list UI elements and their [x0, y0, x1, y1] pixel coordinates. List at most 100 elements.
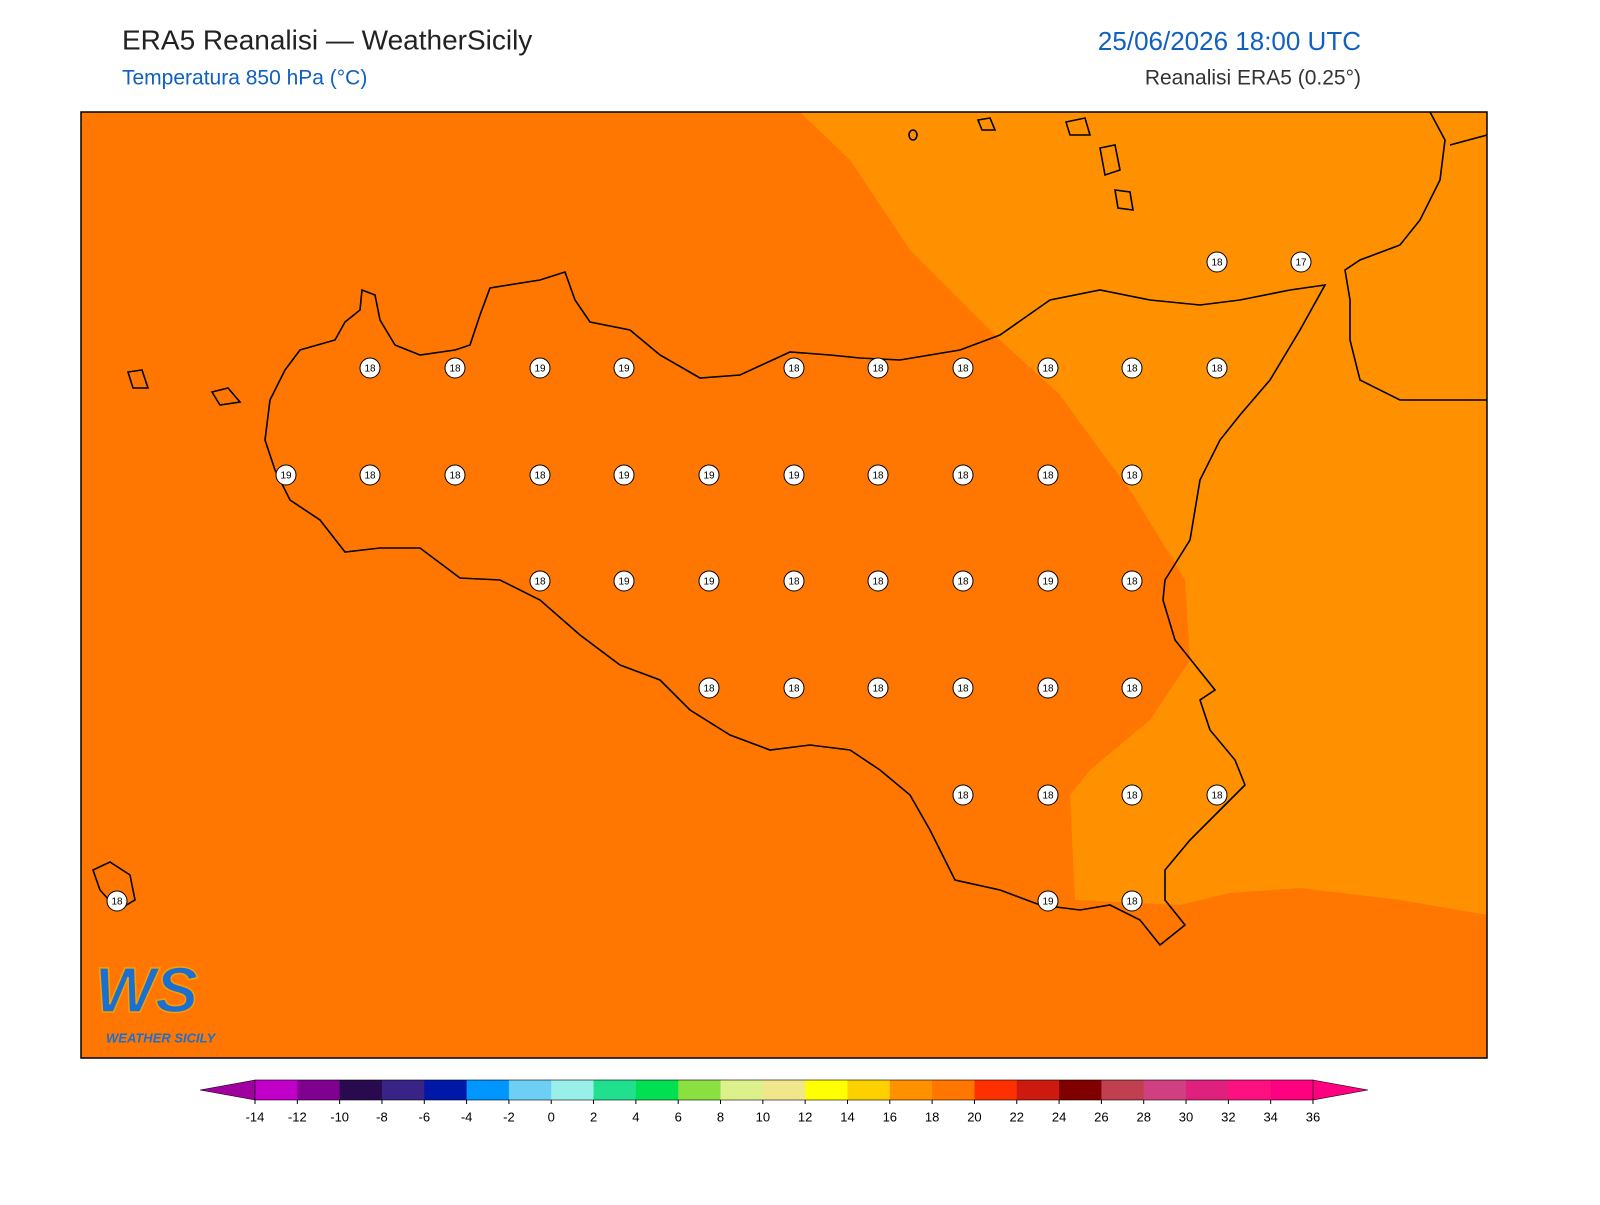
station-marker [952, 464, 974, 486]
sicily-coast [264, 271, 1327, 947]
station-value: 18 [449, 471, 461, 482]
coastlines [92, 112, 1487, 947]
colorbar-bin [1270, 1080, 1314, 1100]
station-value: 17 [1295, 258, 1307, 269]
station-marker [613, 570, 635, 592]
station-value: 18 [872, 471, 884, 482]
station-marker [698, 677, 720, 699]
station-value: 18 [957, 684, 969, 695]
colorbar-bin [932, 1080, 975, 1100]
station-value: 18 [1126, 897, 1138, 908]
colorbar-bin [593, 1080, 637, 1100]
colorbar-bin [847, 1080, 891, 1100]
station-value: 19 [618, 364, 630, 375]
colorbar-tick-label: 26 [1094, 1109, 1108, 1124]
station-marker [1121, 464, 1143, 486]
colorbar-tick-label: 36 [1306, 1109, 1320, 1124]
station-marker [1037, 784, 1059, 806]
station-marker [867, 464, 889, 486]
station-value: 18 [1042, 471, 1054, 482]
station-marker [275, 464, 297, 486]
station-marker [867, 570, 889, 592]
colorbar-under [199, 1079, 256, 1101]
station-marker [952, 357, 974, 379]
stations: 18 17 18 18 19 19 18 18 18 18 18 18 19 18 18 18 19 19 19 18… [106, 0, 1312, 912]
colorbar-bin [551, 1080, 595, 1100]
station-marker [444, 464, 466, 486]
station-marker [1037, 464, 1059, 486]
station-value: 18 [1126, 684, 1138, 695]
station-value: 18 [1126, 577, 1138, 588]
station-value: 18 [364, 364, 376, 375]
island [908, 129, 918, 141]
station-marker [1037, 357, 1059, 379]
station-marker [1121, 677, 1143, 699]
colorbar-tick-label: 16 [883, 1109, 897, 1124]
colorbar-bin [424, 1080, 468, 1100]
logo-name: WEATHER SICILY [106, 1030, 217, 1045]
station-value: 18 [534, 471, 546, 482]
colorbar-over [1312, 1079, 1369, 1101]
colorbar-bin [720, 1080, 764, 1100]
colorbar-tick-label: -8 [376, 1109, 388, 1124]
station-value: 19 [703, 471, 715, 482]
island [126, 369, 150, 389]
datetime: 25/06/2026 18:00 UTC [1098, 26, 1361, 56]
station-marker [1121, 357, 1143, 379]
colorbar-bin [297, 1080, 341, 1100]
colorbar-bin [678, 1080, 722, 1100]
colorbar-tick-label: 30 [1179, 1109, 1193, 1124]
station-value: 18 [1042, 364, 1054, 375]
colorbar-tick-label: 34 [1263, 1109, 1277, 1124]
station-marker [1121, 890, 1143, 912]
station-marker [359, 357, 381, 379]
island [1114, 189, 1134, 211]
station-marker [1206, 784, 1228, 806]
station-value: 18 [788, 577, 800, 588]
station-value: 19 [534, 364, 546, 375]
colorbar-tick-label: 20 [967, 1109, 981, 1124]
station-value: 18 [872, 364, 884, 375]
station-value: 18 [703, 684, 715, 695]
station-marker [359, 464, 381, 486]
station-value: 19 [618, 577, 630, 588]
island [1064, 117, 1092, 136]
station-value: 18 [534, 577, 546, 588]
station-marker [867, 357, 889, 379]
colorbar-bin [889, 1080, 933, 1100]
colorbar-tick-label: 14 [840, 1109, 854, 1124]
colorbar-bin [1101, 1080, 1145, 1100]
colorbar-tick-label: -10 [330, 1109, 349, 1124]
island [976, 117, 997, 131]
station-value: 18 [872, 684, 884, 695]
colorbar-bin [508, 1080, 552, 1100]
station-marker [783, 464, 805, 486]
island [92, 861, 136, 912]
station-value: 19 [788, 471, 800, 482]
station-value: 18 [957, 791, 969, 802]
station-marker [444, 357, 466, 379]
colorbar-tick-label: 18 [925, 1109, 939, 1124]
station-value: 18 [1211, 258, 1223, 269]
station-value: 19 [1042, 897, 1054, 908]
temperature-region [800, 112, 1487, 915]
station-marker [698, 464, 720, 486]
station-marker [698, 570, 720, 592]
colorbar-bin [635, 1080, 679, 1100]
station-marker [783, 357, 805, 379]
station-marker [1037, 890, 1059, 912]
colorbar-tick-label: -4 [461, 1109, 473, 1124]
island [1099, 144, 1121, 177]
colorbar: -14 -12 -10 -8 -6 -4 -2 0 2 4 6 8 10 12 14 16 18 20 22 24 26… [199, 1079, 1369, 1124]
map-frame [80, 111, 1488, 1059]
station-marker [1207, 0, 1227, 10]
colorbar-bin [1186, 1080, 1229, 1100]
colorbar-frame [254, 1079, 1314, 1101]
station-value: 18 [788, 364, 800, 375]
colorbar-bin [381, 1080, 425, 1100]
colorbar-tick-label: 2 [590, 1109, 597, 1124]
colorbar-bin [339, 1080, 383, 1100]
station-value: 18 [1126, 791, 1138, 802]
station-value: 18 [449, 364, 461, 375]
